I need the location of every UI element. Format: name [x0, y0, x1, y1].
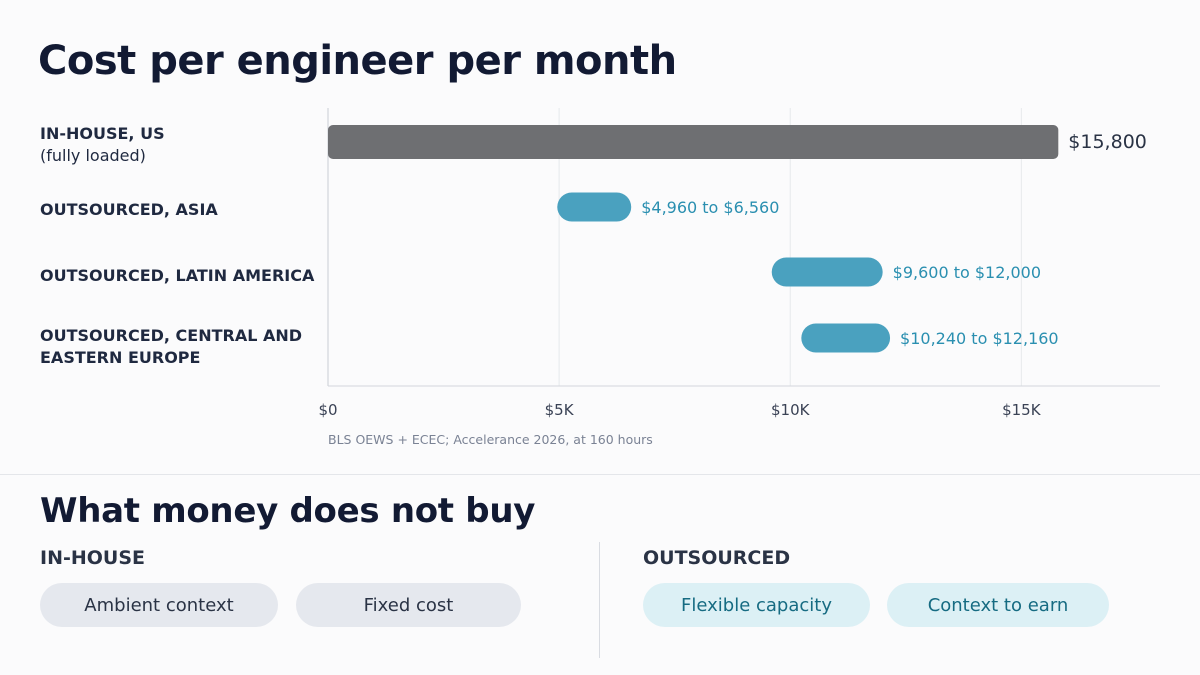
inhouse-group-label: IN-HOUSE	[40, 547, 146, 569]
row-label-main: OUTSOURCED, CENTRAL AND EASTERN EUROPE	[40, 326, 303, 367]
data-label: $10,240 to $12,160	[900, 329, 1059, 348]
bar-inhouse-us	[328, 125, 1059, 159]
x-tick-label: $5K	[545, 401, 575, 419]
data-label: $4,960 to $6,560	[641, 198, 779, 217]
pill-flexible-capacity: Flexible capacity	[643, 583, 870, 627]
cost-range-chart: $0 $5K $10K $15K $15,800 $4,960 to $6,560 $9,6…	[318, 108, 1160, 419]
page-title: Cost per engineer per month	[38, 38, 677, 84]
chart-source-note: BLS OEWS + ECEC; Accelerance 2026, at 16…	[328, 432, 653, 447]
column-divider	[599, 542, 600, 658]
row-label-main: OUTSOURCED, ASIA	[40, 200, 218, 219]
row-label-latin-america: OUTSOURCED, LATIN AMERICA	[40, 265, 320, 287]
row-label-cee: OUTSOURCED, CENTRAL AND EASTERN EUROPE	[40, 325, 310, 369]
row-label-main: OUTSOURCED, LATIN AMERICA	[40, 266, 315, 285]
row-label-main: IN-HOUSE, US	[40, 124, 165, 143]
row-label-asia: OUTSOURCED, ASIA	[40, 199, 320, 221]
range-bar	[771, 257, 883, 287]
data-label: $15,800	[1068, 131, 1147, 153]
pill-fixed-cost: Fixed cost	[296, 583, 521, 627]
row-label-inhouse-us: IN-HOUSE, US (fully loaded)	[40, 123, 320, 167]
section-divider	[0, 474, 1200, 475]
data-label: $9,600 to $12,000	[893, 263, 1041, 282]
row-label-sub: (fully loaded)	[40, 146, 146, 165]
section-title: What money does not buy	[40, 491, 536, 531]
range-bar	[557, 192, 632, 222]
pill-context-to-earn: Context to earn	[887, 583, 1109, 627]
x-tick-label: $15K	[1002, 401, 1042, 419]
range-bar	[801, 323, 891, 353]
pill-ambient-context: Ambient context	[40, 583, 278, 627]
outsourced-group-label: OUTSOURCED	[643, 547, 791, 569]
x-tick-label: $0	[318, 401, 337, 419]
x-tick-label: $10K	[771, 401, 811, 419]
